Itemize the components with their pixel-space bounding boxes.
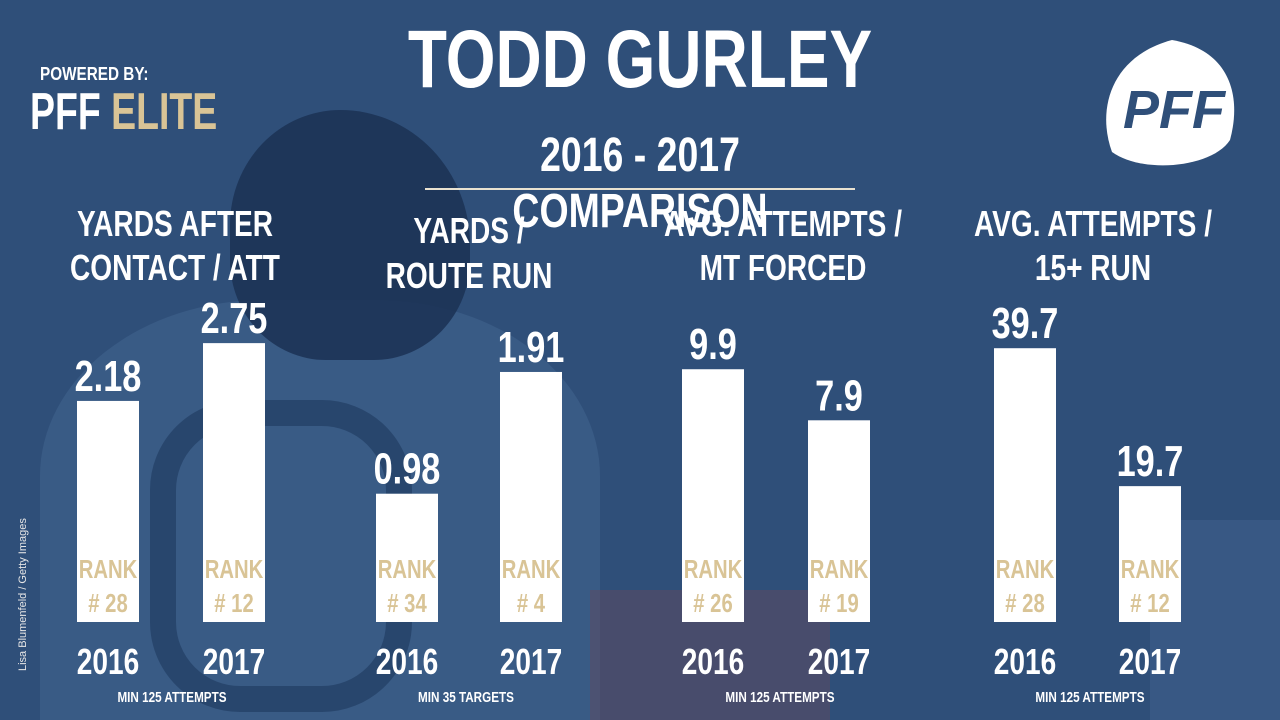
chart-3-value-label-2016: 9.9: [689, 320, 737, 369]
page-subtitle: 2016 - 2017 COMPARISON: [512, 129, 768, 238]
chart-3-bar-2016: [682, 369, 744, 622]
chart-3-year-label-2016: 2016: [682, 642, 744, 682]
chart-3-value-label-2017: 7.9: [815, 371, 863, 420]
chart-1-rank-value-2016: # 28: [88, 589, 127, 618]
chart-1-value-label-2017: 2.75: [201, 294, 268, 343]
chart-2-title-line-1: YARDS /: [413, 211, 524, 251]
brand-pff-text: PFF: [30, 83, 101, 141]
chart-2-rank-label-2017: RANK: [502, 555, 561, 584]
pff-elite-brand: PFF ELITE: [30, 84, 217, 140]
chart-3-title-line-2: MT FORCED: [700, 248, 867, 288]
chart-3-rank-value-2016: # 26: [693, 589, 732, 618]
chart-4-value-label-2016: 39.7: [992, 299, 1059, 348]
chart-2-title-line-2: ROUTE RUN: [386, 256, 553, 296]
chart-2-bar-2016: [376, 493, 438, 622]
chart-3-rank-label-2017: RANK: [810, 555, 869, 584]
chart-2-rank-value-2016: # 34: [387, 589, 426, 618]
chart-2-rank-label-2016: RANK: [378, 555, 437, 584]
powered-by-label: POWERED BY:: [40, 64, 149, 84]
chart-2-year-label-2017: 2017: [500, 642, 562, 682]
chart-4-rank-label-2016: RANK: [996, 555, 1055, 584]
page-title: TODD GURLEY: [407, 14, 873, 105]
player-helmet-shape: [230, 110, 470, 360]
chart-4-rank-value-2016: # 28: [1005, 589, 1044, 618]
chart-2-bar-2017: [500, 371, 562, 622]
chart-1-rank-label-2017: RANK: [205, 555, 264, 584]
chart-4-title-line-2: 15+ RUN: [1035, 248, 1151, 288]
chart-2-year-label-2016: 2016: [376, 642, 438, 682]
chart-3-bar-2017: [808, 420, 870, 622]
pff-logo-text: PFF: [1123, 80, 1227, 140]
chart-4-title-line-1: AVG. ATTEMPTS /: [974, 204, 1212, 244]
chart-2-value-label-2017: 1.91: [498, 323, 565, 372]
chart-4-value-label-2017: 19.7: [1117, 437, 1184, 486]
chart-4-year-label-2016: 2016: [994, 642, 1056, 682]
chart-4-bar-2017: [1119, 486, 1181, 622]
chart-3-note: MIN 125 ATTEMPTS: [725, 689, 834, 706]
chart-2-value-label-2016: 0.98: [374, 445, 441, 494]
chart-1-year-label-2016: 2016: [77, 642, 139, 682]
chart-3-rank-value-2017: # 19: [819, 589, 858, 618]
chart-4-year-label-2017: 2017: [1119, 642, 1181, 682]
chart-4-note: MIN 125 ATTEMPTS: [1035, 689, 1144, 706]
pff-logo-icon: PFF: [1106, 40, 1235, 166]
chart-2-rank-value-2017: # 4: [517, 589, 545, 618]
chart-1-bar-2016: [77, 400, 139, 622]
chart-2-note: MIN 35 TARGETS: [418, 689, 514, 706]
chart-3-year-label-2017: 2017: [808, 642, 870, 682]
chart-1-bar-2017: [203, 343, 265, 622]
chart-3-rank-label-2016: RANK: [684, 555, 743, 584]
subtitle-divider: [425, 188, 855, 190]
chart-1-year-label-2017: 2017: [203, 642, 265, 682]
chart-1-value-label-2016: 2.18: [75, 352, 142, 401]
brand-elite-text: ELITE: [111, 83, 218, 141]
chart-1-title-line-1: YARDS AFTER: [77, 204, 273, 244]
chart-3-title-line-1: AVG. ATTEMPTS /: [664, 204, 902, 244]
chart-1-rank-value-2017: # 12: [214, 589, 253, 618]
chart-1-title-line-2: CONTACT / ATT: [70, 248, 280, 288]
chart-1-note: MIN 125 ATTEMPTS: [117, 689, 226, 706]
chart-4-rank-label-2017: RANK: [1121, 555, 1180, 584]
chart-4-rank-value-2017: # 12: [1130, 589, 1169, 618]
chart-4-bar-2016: [994, 348, 1056, 622]
chart-1-rank-label-2016: RANK: [79, 555, 138, 584]
